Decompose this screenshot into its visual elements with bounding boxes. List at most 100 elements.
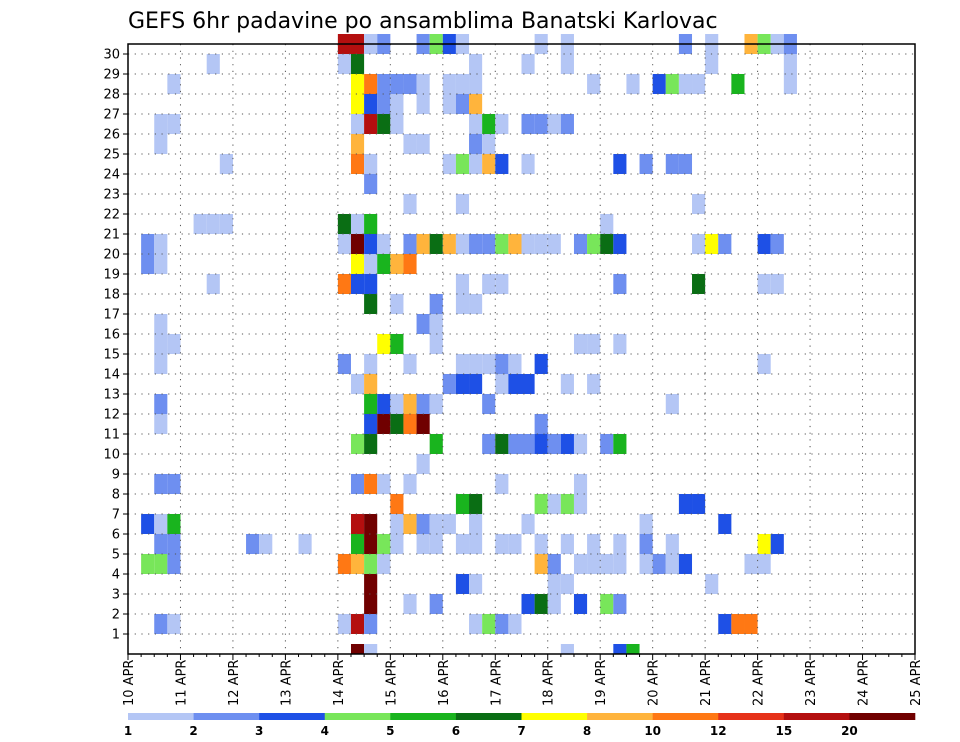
heat-cell xyxy=(337,234,351,254)
legend-label: 1 xyxy=(124,724,132,738)
heat-cell xyxy=(350,644,365,654)
heat-cell xyxy=(573,334,588,354)
heat-cell xyxy=(455,354,470,374)
x-tick-label: 19 APR xyxy=(594,660,609,706)
heat-cell xyxy=(560,114,574,134)
heat-cell xyxy=(364,154,378,174)
legend-label: 20 xyxy=(841,724,858,738)
heat-cell xyxy=(167,514,181,534)
heat-cell xyxy=(390,494,404,514)
heat-cell xyxy=(718,514,732,534)
heat-cell xyxy=(573,474,588,494)
heat-cell xyxy=(547,234,561,254)
heat-cell xyxy=(350,534,365,554)
heat-cell xyxy=(626,644,640,654)
heat-cell xyxy=(390,94,404,114)
x-tick-label: 20 APR xyxy=(647,660,662,706)
heat-cell xyxy=(403,594,417,614)
y-tick-label: 18 xyxy=(103,288,120,303)
heat-cell xyxy=(482,354,496,374)
legend-swatch xyxy=(455,713,522,720)
heat-cell xyxy=(521,434,535,454)
heat-cell xyxy=(757,354,771,374)
heat-cell xyxy=(442,94,456,114)
legend-swatch xyxy=(390,713,457,720)
heat-cell xyxy=(692,234,706,254)
heat-cell xyxy=(377,554,391,574)
heat-cell xyxy=(442,154,456,174)
heat-cell xyxy=(455,154,470,174)
heat-cell xyxy=(692,74,706,94)
heat-cell xyxy=(403,514,417,534)
heat-cell xyxy=(547,574,561,594)
y-tick-label: 22 xyxy=(103,208,120,223)
heat-cell xyxy=(613,154,627,174)
heat-cell xyxy=(731,614,745,634)
heat-cell xyxy=(390,254,404,274)
heat-cell xyxy=(390,394,404,414)
heat-cell xyxy=(390,514,404,534)
heat-cell xyxy=(377,254,391,274)
y-tick-label: 28 xyxy=(103,88,120,103)
heat-cell xyxy=(206,54,220,74)
legend-label: 7 xyxy=(517,724,525,738)
heat-cell xyxy=(429,514,443,534)
heat-cell xyxy=(455,374,470,394)
heat-cell xyxy=(377,414,391,434)
heat-cell xyxy=(429,334,443,354)
heat-cell xyxy=(350,234,365,254)
heat-cell xyxy=(167,534,181,554)
heat-cell xyxy=(495,374,509,394)
legend-swatch xyxy=(193,713,260,720)
heat-cell xyxy=(534,594,548,614)
heat-cell xyxy=(167,334,181,354)
heat-cell xyxy=(508,354,522,374)
heat-cell xyxy=(547,594,561,614)
heat-cell xyxy=(547,434,561,454)
heat-cell xyxy=(469,514,483,534)
heat-cell xyxy=(495,154,509,174)
heat-cell xyxy=(442,374,456,394)
heat-cell xyxy=(337,614,351,634)
heat-cell xyxy=(495,434,509,454)
heat-cell xyxy=(600,594,614,614)
heat-cell xyxy=(692,194,706,214)
y-axis: 1234567891011121314151617181920212223242… xyxy=(103,48,128,643)
heat-cell xyxy=(154,134,168,154)
heat-cell xyxy=(665,534,679,554)
heat-cell xyxy=(141,514,155,534)
heat-cell xyxy=(219,214,233,234)
heat-cell xyxy=(167,114,181,134)
x-tick-label: 15 APR xyxy=(384,660,399,706)
heat-cell xyxy=(534,494,548,514)
y-tick-label: 4 xyxy=(112,568,120,583)
heat-cell xyxy=(416,134,430,154)
heat-cell xyxy=(469,354,483,374)
heat-cell xyxy=(508,434,522,454)
heat-cell xyxy=(337,274,351,294)
y-tick-label: 1 xyxy=(112,628,120,643)
heat-cell xyxy=(613,434,627,454)
heat-cell xyxy=(416,414,430,434)
legend-label: 2 xyxy=(189,724,197,738)
legend-label: 6 xyxy=(452,724,460,738)
heat-cell xyxy=(534,434,548,454)
heat-cell xyxy=(429,594,443,614)
y-tick-label: 11 xyxy=(103,428,120,443)
heat-cell xyxy=(364,594,378,614)
heat-cell xyxy=(364,354,378,374)
heat-cell xyxy=(744,614,758,634)
heat-cell xyxy=(350,214,365,234)
heat-cell xyxy=(154,394,168,414)
heat-cell xyxy=(495,614,509,634)
heat-cell xyxy=(350,94,365,114)
heat-cell xyxy=(377,74,391,94)
heat-cell xyxy=(639,154,653,174)
x-tick-label: 16 APR xyxy=(437,660,452,706)
heat-cell xyxy=(495,534,509,554)
legend-label: 10 xyxy=(644,724,661,738)
heat-cell xyxy=(364,254,378,274)
heat-cell xyxy=(547,494,561,514)
y-tick-label: 26 xyxy=(103,128,120,143)
heat-cell xyxy=(521,234,535,254)
